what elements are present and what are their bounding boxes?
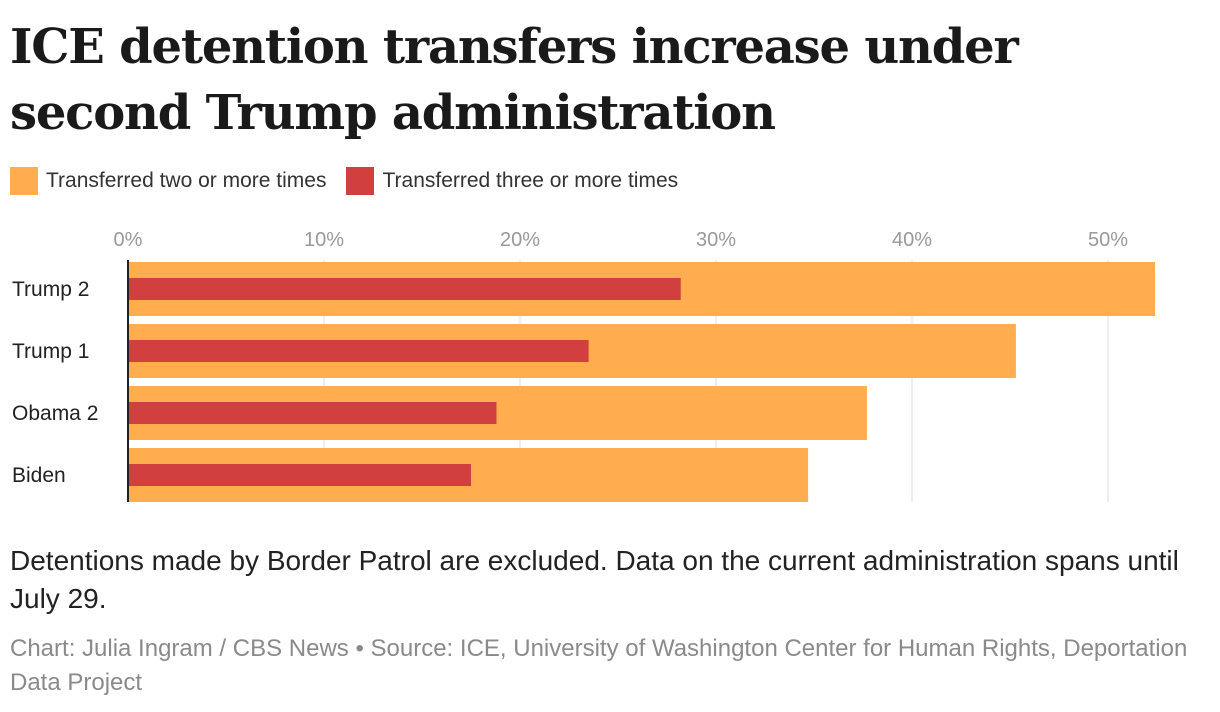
x-tick-label: 30% — [696, 229, 736, 251]
x-tick-label: 10% — [304, 229, 344, 251]
category-label: Trump 1 — [12, 340, 89, 363]
category-label: Biden — [12, 464, 66, 487]
bar-chart: 0% 10% 20% 30% 40% 50% Trump 2 Trump 1 Obama 2 Bi… — [12, 229, 1156, 502]
legend-swatch-three-plus — [346, 167, 375, 195]
bar-three-plus — [128, 464, 471, 486]
bar-three-plus — [128, 340, 589, 362]
legend-swatch-two-plus — [10, 167, 38, 195]
category-label: Obama 2 — [12, 402, 98, 425]
bar-three-plus — [128, 278, 681, 300]
category-label: Trump 2 — [12, 278, 89, 301]
bar-three-plus — [128, 402, 497, 424]
x-tick-label: 50% — [1088, 229, 1128, 251]
x-tick-label: 20% — [500, 229, 540, 251]
legend-item-two-plus: Transferred two or more times — [10, 167, 326, 195]
legend-label-two-plus: Transferred two or more times — [46, 169, 327, 192]
x-tick-label: 40% — [892, 229, 932, 251]
legend-item-three-plus: Transferred three or more times — [346, 167, 678, 195]
legend: Transferred two or more times Transferre… — [10, 166, 698, 196]
x-tick-label: 0% — [114, 229, 143, 251]
chart-note: Detentions made by Border Patrol are exc… — [10, 545, 1179, 614]
chart-credit: Chart: Julia Ingram / CBS News • Source:… — [10, 635, 1188, 696]
legend-label-three-plus: Transferred three or more times — [382, 169, 679, 192]
chart-title: ICE detention transfers increase under s… — [10, 19, 1019, 141]
